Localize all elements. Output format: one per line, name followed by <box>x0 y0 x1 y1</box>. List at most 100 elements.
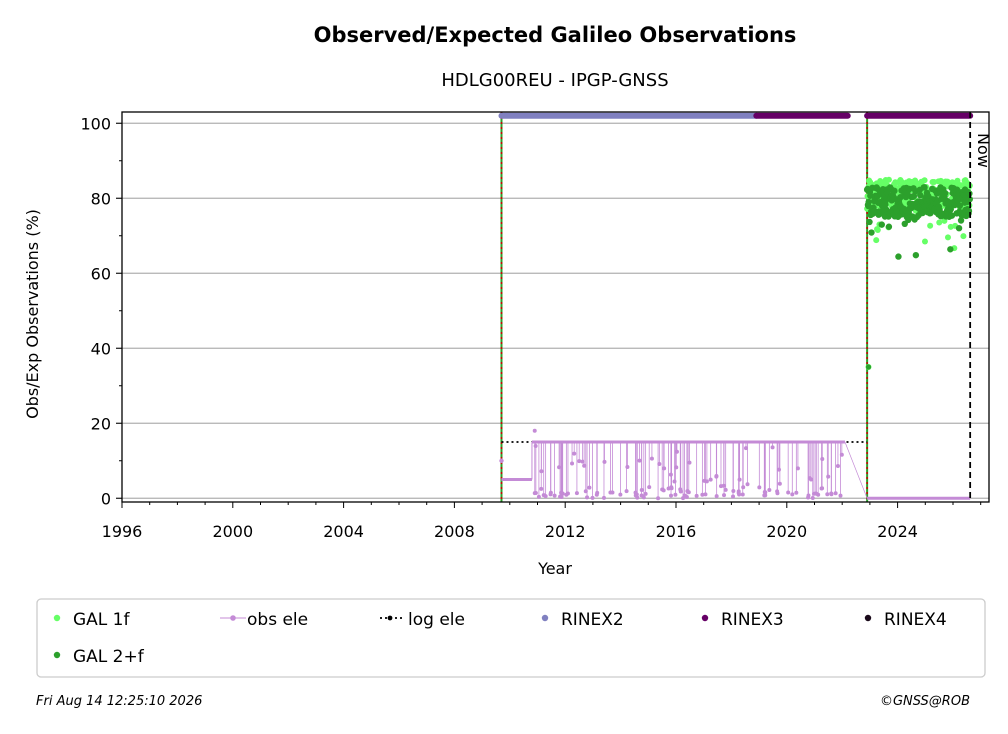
gal-1f-point <box>921 177 928 184</box>
event-lines <box>500 112 869 502</box>
obs-ele-point <box>532 428 537 433</box>
x-axis-ticks: 1996 2000 2004 2008 2012 2016 2020 2024 <box>102 502 982 541</box>
obs-ele-point <box>539 486 544 491</box>
legend-label: RINEX3 <box>721 610 784 630</box>
gal-2f-point <box>921 184 928 191</box>
obs-ele-point <box>548 492 553 497</box>
gal-2f-point <box>947 206 954 213</box>
obs-ele-point <box>533 444 538 449</box>
obs-ele-point <box>777 481 782 486</box>
obs-ele-point <box>672 479 677 484</box>
obs-ele-point <box>565 491 570 496</box>
obs-ele-point <box>560 491 565 496</box>
obs-ele-point <box>795 466 800 471</box>
y-tick-label: 20 <box>91 414 111 433</box>
gal-2f-point <box>965 207 973 215</box>
obs-ele-point <box>826 474 831 479</box>
obs-ele-point <box>582 463 587 468</box>
gal-2f-point <box>885 223 893 230</box>
obs-ele-point <box>590 495 595 500</box>
obs-ele-point <box>595 490 600 495</box>
legend-label: GAL 1f <box>73 610 130 630</box>
obs-ele-point <box>634 492 639 497</box>
obs-ele-point <box>786 490 791 495</box>
gal-2f-point <box>878 221 885 228</box>
gal-2f-point <box>936 206 943 214</box>
obs-ele-point <box>731 494 736 499</box>
obs-ele-point <box>816 492 821 497</box>
obs-ele-point <box>700 492 705 497</box>
gal-2f-point <box>917 191 924 199</box>
gal-2f-point <box>948 212 956 219</box>
footer-date: Fri Aug 14 12:25:10 2026 <box>36 694 203 709</box>
gal-2f-point <box>955 224 963 232</box>
obs-ele-point <box>557 465 562 470</box>
obs-ele-point <box>625 464 630 469</box>
obs-ele-point <box>838 493 843 498</box>
y-tick-label: 60 <box>91 264 111 283</box>
legend-item: RINEX4 <box>864 610 947 630</box>
gal-2f-point <box>868 229 875 236</box>
obs-ele-point <box>810 495 815 500</box>
gal-1f-point <box>944 178 951 185</box>
legend-marker <box>387 615 393 621</box>
now-label: Now <box>974 133 993 168</box>
obs-ele-point <box>839 452 844 457</box>
legend-item: RINEX3 <box>701 610 784 630</box>
data-marks <box>498 112 974 501</box>
obs-ele-point <box>687 460 692 465</box>
obs-ele-point <box>574 491 579 496</box>
obs-ele-point <box>661 488 666 493</box>
obs-ele-point <box>694 493 699 498</box>
obs-ele-drop <box>844 441 868 499</box>
obs-ele-point <box>585 495 590 500</box>
obs-ele-point <box>678 487 683 492</box>
x-tick-label: 2008 <box>434 522 475 541</box>
obs-ele-point <box>647 485 652 490</box>
obs-ele-point <box>610 490 615 495</box>
gal-1f-point <box>960 233 967 240</box>
obs-ele-point <box>794 490 799 495</box>
legend-marker <box>230 615 236 621</box>
obs-ele-point <box>806 493 811 498</box>
obs-ele-point <box>572 451 577 456</box>
legend-label: log ele <box>408 610 465 630</box>
legend-item: RINEX2 <box>541 610 624 630</box>
obs-ele-point <box>740 492 745 497</box>
obs-ele-point <box>669 493 674 498</box>
x-tick-label: 2024 <box>877 522 918 541</box>
obs-ele-point <box>809 477 814 482</box>
obs-ele-point <box>704 479 709 484</box>
obs-ele-point <box>580 459 585 464</box>
obs-ele-point <box>539 469 544 474</box>
obs-ele-point <box>812 491 817 496</box>
gal-2f-point <box>895 253 902 260</box>
obs-ele-point <box>762 493 767 498</box>
gal-2f-point <box>891 187 898 195</box>
x-tick-label: 2000 <box>212 522 253 541</box>
legend-items: GAL 1f obs ele log ele RINEX2 RINEX3 RINEX4 GA… <box>53 610 947 667</box>
legend-marker <box>864 614 872 622</box>
legend-label: RINEX4 <box>884 610 947 630</box>
obs-ele-point <box>825 492 830 497</box>
obs-ele-point <box>570 461 575 466</box>
obs-ele-point <box>536 494 541 499</box>
gal-2f-point <box>957 217 965 224</box>
obs-ele-point <box>583 489 588 494</box>
obs-ele-point <box>643 491 648 496</box>
y-tick-label: 0 <box>101 489 111 508</box>
obs-ele-point <box>577 459 582 464</box>
obs-ele-point <box>835 464 840 469</box>
obs-ele-point <box>741 485 746 490</box>
obs-ele-point <box>662 466 667 471</box>
obs-ele-point <box>737 492 742 497</box>
gal-2f-point <box>919 209 926 217</box>
gal-1f-point <box>921 238 928 245</box>
y-axis-ticks: 0 20 40 60 80 100 <box>80 114 122 508</box>
gal-1f-point <box>874 227 881 234</box>
obs-ele-point <box>722 493 727 498</box>
legend-item: GAL 2+f <box>53 647 145 667</box>
grid-lines <box>122 122 989 499</box>
legend-label: obs ele <box>247 610 308 630</box>
x-tick-label: 2004 <box>323 522 364 541</box>
